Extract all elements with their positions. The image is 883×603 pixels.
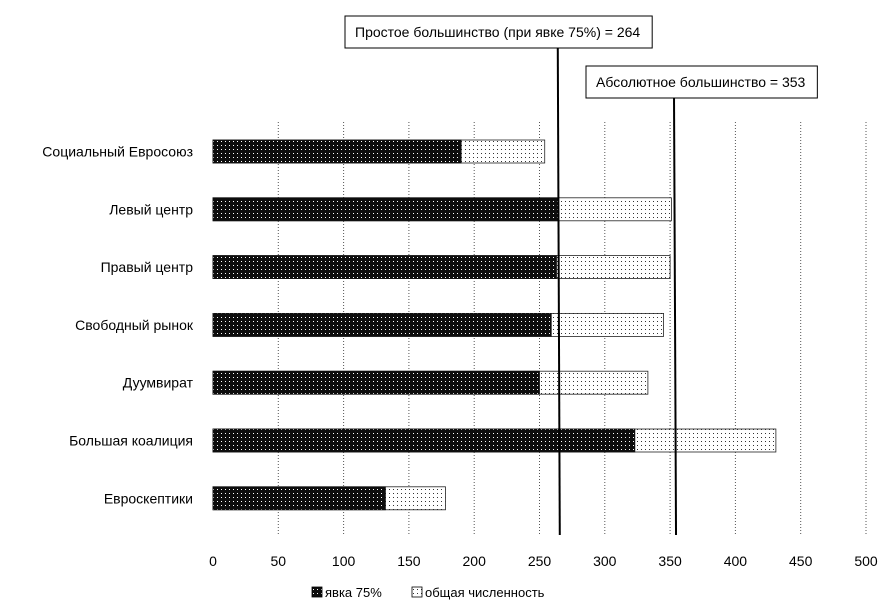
category-label: Большая коалиция [69,433,193,449]
x-tick-label: 350 [658,553,682,569]
category-labels: Социальный Евросоюз Левый центр Правый цен… [42,144,194,507]
x-tick-label: 250 [528,553,552,569]
reference-callout: Абсолютное большинство = 353 [585,65,818,99]
legend-swatch [311,586,323,598]
x-tick-label: 100 [332,553,356,569]
x-tick-label: 200 [463,553,487,569]
category-label: Свободный рынок [75,317,194,333]
callout-box [585,65,818,99]
callout-box [344,15,653,49]
bar-turnout [212,255,557,280]
legend-item: общая численность [411,585,545,600]
category-label: Правый центр [101,259,194,275]
legend: явка 75% общая численность [311,585,545,600]
category-label: Евроскептики [104,490,193,506]
legend-item: явка 75% [311,585,382,600]
reference-label: Абсолютное большинство = 353 [596,74,806,90]
bar-turnout [212,139,462,164]
reference-line [556,47,561,536]
bar-turnout [212,312,552,337]
bar-turnout [212,197,559,222]
bar-turnout [212,370,540,395]
x-tick-label: 500 [854,553,878,569]
x-tick-labels: 0 50 100 150 200 250 300 350 400 450 500 [209,553,878,569]
x-tick-label: 50 [271,553,287,569]
category-label: Левый центр [109,201,193,217]
reference-label: Простое большинство (при явке 75%) = 264 [355,24,640,40]
x-tick-label: 400 [724,553,748,569]
legend-label: явка 75% [325,585,382,600]
reference-callout: Простое большинство (при явке 75%) = 264 [344,15,653,49]
bar-turnout [212,428,636,453]
category-label: Дуумвират [123,375,194,391]
legend-swatch [411,586,423,598]
x-tick-label: 150 [397,553,421,569]
x-tick-label: 300 [593,553,617,569]
reference-lines: Простое большинство (при явке 75%) = 264… [344,15,818,536]
bars [212,139,777,511]
category-label: Социальный Евросоюз [42,144,193,160]
x-tick-label: 450 [789,553,813,569]
legend-label: общая численность [425,585,545,600]
x-tick-label: 0 [209,553,217,569]
bar-turnout [212,486,386,511]
reference-line [673,97,678,536]
